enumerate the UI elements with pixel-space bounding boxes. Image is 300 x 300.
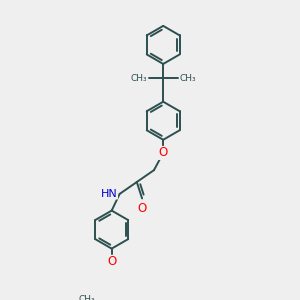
Text: O: O bbox=[159, 146, 168, 160]
Text: HN: HN bbox=[101, 189, 118, 199]
Text: CH₃: CH₃ bbox=[179, 74, 196, 83]
Text: O: O bbox=[107, 255, 116, 268]
Text: CH₃: CH₃ bbox=[131, 74, 147, 83]
Text: CH₃: CH₃ bbox=[78, 295, 95, 300]
Text: O: O bbox=[137, 202, 147, 215]
